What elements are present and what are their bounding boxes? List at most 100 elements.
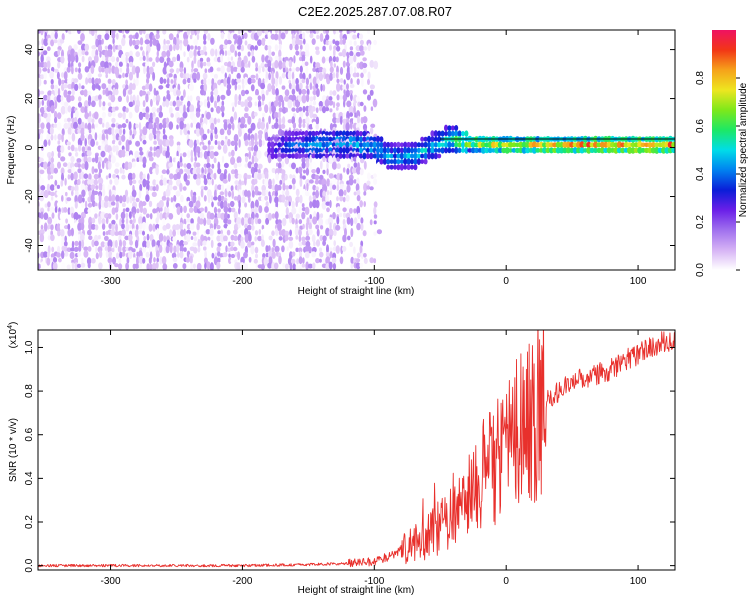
noise-cell xyxy=(84,207,89,214)
noise-cell xyxy=(67,207,71,215)
noise-cell xyxy=(78,144,82,152)
signal-cell xyxy=(410,147,414,154)
noise-cell xyxy=(210,122,215,131)
noise-cell xyxy=(338,52,344,57)
noise-cell xyxy=(339,66,344,75)
noise-cell xyxy=(168,121,174,130)
noise-cell xyxy=(353,179,357,184)
noise-cell xyxy=(128,168,132,173)
signal-cell xyxy=(318,147,323,153)
noise-cell xyxy=(210,37,215,45)
noise-cell xyxy=(347,163,351,169)
noise-cell xyxy=(74,147,78,152)
noise-cell xyxy=(189,95,193,102)
signal-cell xyxy=(386,158,391,165)
noise-cell xyxy=(329,247,333,252)
noise-cell xyxy=(191,60,194,70)
signal-cell xyxy=(359,147,363,154)
noise-cell xyxy=(281,229,286,237)
signal-cell xyxy=(267,141,272,149)
noise-cell xyxy=(98,216,102,225)
noise-cell xyxy=(142,139,147,145)
noise-cell xyxy=(353,105,356,115)
noise-cell xyxy=(339,95,344,100)
noise-cell xyxy=(112,133,117,142)
noise-cell xyxy=(118,140,122,146)
signal-cell xyxy=(297,147,302,154)
noise-cell xyxy=(295,107,300,113)
noise-cell xyxy=(230,156,236,165)
noise-cell xyxy=(373,60,379,70)
signal-cell xyxy=(270,147,275,154)
noise-cell xyxy=(67,174,71,180)
noise-cell xyxy=(359,101,364,107)
noise-cell xyxy=(173,43,176,52)
noise-cell xyxy=(40,224,44,230)
noise-cell xyxy=(285,185,290,190)
noise-cell xyxy=(339,78,344,84)
signal-cell xyxy=(671,141,675,148)
noise-cell xyxy=(149,166,154,175)
noise-cell xyxy=(241,33,245,40)
signal-cell xyxy=(382,152,387,160)
noise-cell xyxy=(146,65,150,75)
signal-cell xyxy=(599,147,606,154)
noise-cell xyxy=(362,68,367,74)
noise-cell xyxy=(305,167,310,176)
noise-cell xyxy=(333,48,336,57)
signal-cell xyxy=(328,136,333,142)
noise-cell xyxy=(73,246,79,252)
noise-cell xyxy=(278,107,283,113)
noise-cell xyxy=(54,179,58,187)
noise-cell xyxy=(74,110,79,119)
noise-cell xyxy=(275,88,279,97)
noise-cell xyxy=(350,217,354,227)
noise-cell xyxy=(346,30,350,36)
noise-cell xyxy=(90,184,96,190)
noise-cell xyxy=(43,161,48,170)
noise-cell xyxy=(261,93,266,102)
noise-cell xyxy=(192,242,198,247)
noise-cell xyxy=(217,251,221,257)
noise-cell xyxy=(54,206,58,213)
noise-cell xyxy=(336,196,339,202)
noise-cell xyxy=(220,32,225,40)
noise-cell xyxy=(243,132,248,142)
noise-cell xyxy=(63,84,68,89)
snr-y-tick-label: 0.0 xyxy=(24,558,35,572)
noise-cell xyxy=(97,34,102,40)
noise-cell xyxy=(80,33,85,42)
noise-cell xyxy=(63,118,68,123)
noise-cell xyxy=(349,83,355,89)
signal-cell xyxy=(427,135,431,143)
noise-cell xyxy=(256,150,262,160)
signal-cell xyxy=(531,147,538,154)
noise-cell xyxy=(274,59,279,69)
spectrogram-y-tick-label: 0 xyxy=(24,144,35,150)
noise-cell xyxy=(47,68,50,74)
noise-cell xyxy=(114,263,119,268)
noise-cell xyxy=(183,241,189,246)
noise-cell xyxy=(339,173,343,181)
noise-cell xyxy=(168,179,173,187)
noise-cell xyxy=(56,122,62,131)
noise-cell xyxy=(108,173,112,179)
noise-cell xyxy=(125,151,130,157)
noise-cell xyxy=(288,82,292,90)
noise-cell xyxy=(56,252,61,258)
noise-cell xyxy=(203,83,208,92)
noise-cell xyxy=(302,223,305,230)
noise-cell xyxy=(360,50,365,56)
noise-cell xyxy=(244,233,249,243)
noise-cell xyxy=(180,229,185,237)
noise-cell xyxy=(309,218,312,224)
noise-cell xyxy=(311,251,317,258)
noise-cell xyxy=(302,188,306,197)
snr-y-multiplier-base: (x10 xyxy=(8,328,19,348)
noise-cell xyxy=(355,165,361,175)
noise-cell xyxy=(210,94,214,103)
noise-cell xyxy=(291,71,295,81)
noise-cell xyxy=(315,62,321,69)
noise-cell xyxy=(216,246,221,253)
signal-cell xyxy=(413,147,418,154)
